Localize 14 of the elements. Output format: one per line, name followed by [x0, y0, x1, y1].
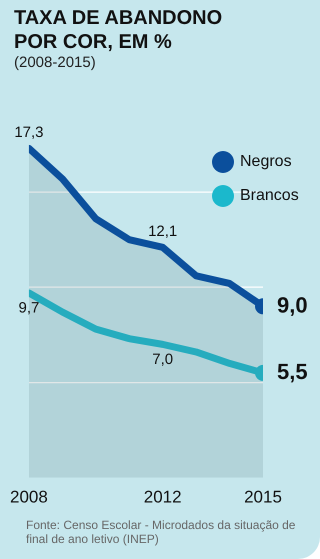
data-label: 5,5 — [277, 358, 308, 384]
data-label: 17,3 — [14, 124, 44, 141]
data-label: 9,7 — [18, 300, 40, 317]
x-tick-label: 2015 — [244, 487, 282, 506]
legend-label: Negros — [240, 153, 292, 171]
data-label: 7,0 — [152, 351, 174, 368]
legend-label: Brancos — [240, 187, 299, 205]
chart-title: TAXA DE ABANDONO POR COR, EM % — [14, 6, 224, 54]
source-note: Fonte: Censo Escolar - Microdados da situação de final de ano letivo (INEP) — [26, 518, 296, 546]
x-tick-label: 2008 — [10, 487, 48, 506]
data-label: 9,0 — [277, 292, 308, 318]
chart-subtitle: (2008-2015) — [14, 54, 96, 71]
data-label: 12,1 — [148, 222, 178, 240]
x-tick-label: 2012 — [144, 487, 182, 506]
